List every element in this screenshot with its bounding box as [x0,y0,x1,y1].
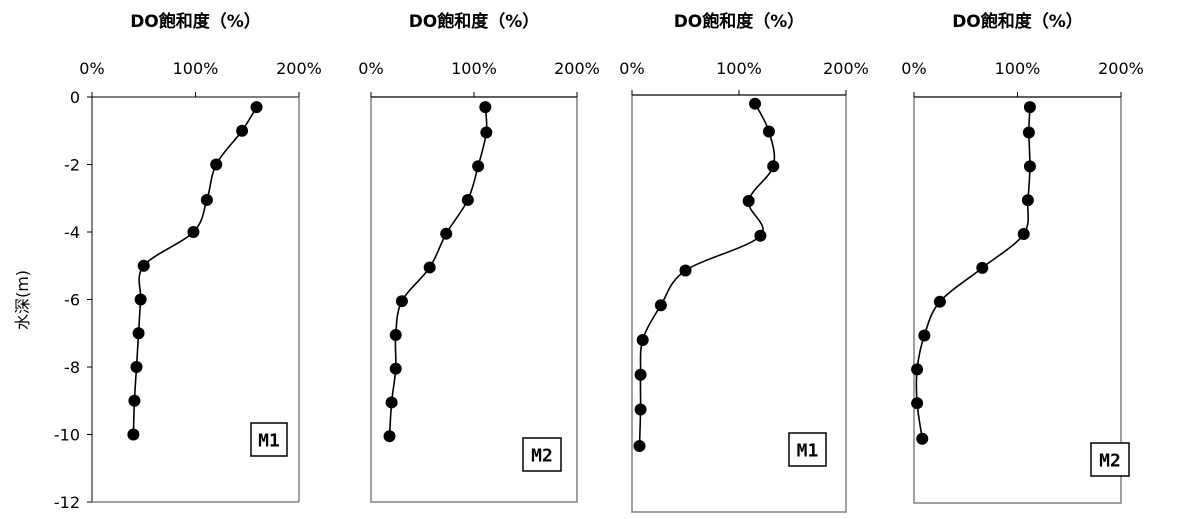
panel-4-data-point [1017,228,1030,241]
panel-1-y-tick-label: 0 [70,88,80,107]
panel-3-data-point [634,368,647,381]
panel-4-station-tag: M2 [1099,451,1121,472]
panel-4-data-point [911,397,924,410]
panel-2-data-point [440,227,453,240]
panel-4-data-point [933,295,946,308]
panel-1-data-point [250,101,263,114]
panel-4-data-point [1022,126,1035,139]
panel-1-data-point [236,124,249,137]
panel-4-data-point [976,261,989,274]
panel-3-data-point [762,125,775,138]
panel-2-data-point [423,261,436,274]
panel-1-title: DO飽和度（%） [130,11,261,32]
panel-3-series-line [638,103,776,447]
panel-1-station-tag-box [250,422,288,457]
panel-1-data-point [187,226,200,238]
panel-3-data-point [636,333,649,346]
panel-1-y-tick-label: -4 [64,223,80,242]
panel-1-data-point [134,293,147,306]
panel-1-y-tick-label: -2 [64,156,80,175]
panel-1-x-tick-label: 0% [79,59,104,78]
panel-2-data-point [389,328,402,341]
panel-3-data-point [767,160,780,173]
panel-2-station-tag-box [522,437,562,472]
panel-3-data-point [754,229,767,242]
panel-2-data-point [389,362,402,375]
panel-3-title: DO飽和度（%） [674,11,805,32]
panel-4-data-point [1021,194,1034,207]
panel-2-data-point [385,396,398,409]
panel-2-x-tick-label: 0% [358,59,383,78]
panel-2-data-point [395,295,408,308]
panel-3-data-point [679,264,692,277]
panel-1-data-point [132,327,145,340]
panel-2-data-point [472,160,485,173]
panel-1-data-point [130,361,143,373]
panel-4-x-tick-label: 100% [995,59,1041,78]
panel-3-data-point [654,299,667,312]
panel-3-data-point [749,97,762,110]
panel-4-title: DO飽和度（%） [952,11,1083,32]
panel-1-x-tick-label: 200% [276,59,322,78]
panel-4-x-tick-label: 0% [901,59,926,78]
panel-1-x-tick-label: 100% [173,59,219,78]
panel-3-data-point [634,403,647,416]
panel-2-series-line [388,107,488,437]
panel-1-data-point [137,259,150,272]
panel-4-data-point [918,329,931,342]
panel-3-data-point [633,439,646,452]
panel-4-data-point [1023,160,1036,173]
panel-4-x-tick-label: 200% [1098,59,1144,78]
panel-1-series-line [132,106,258,435]
panel-4-data-point [911,363,924,376]
panel-3-x-tick-label: 0% [619,59,644,78]
panel-3-station-tag-box [788,432,827,467]
panel-1-y-tick-label: -12 [54,493,80,512]
panel-1-y-tick-label: -8 [64,358,80,377]
panel-1-y-tick-label: -6 [64,291,80,310]
panel-1-data-point [127,428,140,441]
panel-1-y-tick-label: -10 [54,426,80,445]
panel-3-x-tick-label: 200% [823,59,869,78]
panel-2-x-tick-label: 200% [554,59,600,78]
panel-2-data-point [383,430,396,443]
panel-3-data-point [742,194,755,207]
panel-1-station-tag: M1 [258,431,280,452]
panel-2-data-point [461,193,474,206]
y-axis-title: 水深(m) [13,270,32,330]
panel-4-data-point [916,432,929,445]
panel-3-station-tag: M1 [797,441,819,462]
panel-4-series-line [915,107,1031,439]
panel-4-data-point [1023,101,1036,114]
panel-4-station-tag-box [1090,442,1130,477]
panel-1-data-point [200,193,213,206]
panel-1-data-point [128,394,141,407]
panel-3-x-tick-label: 100% [716,59,762,78]
panel-2-data-point [479,101,492,114]
panel-2-title: DO飽和度（%） [409,11,540,32]
panel-2-x-tick-label: 100% [451,59,497,78]
panel-1-data-point [210,158,223,171]
panel-2-station-tag: M2 [531,446,553,467]
panel-2-data-point [480,126,493,139]
